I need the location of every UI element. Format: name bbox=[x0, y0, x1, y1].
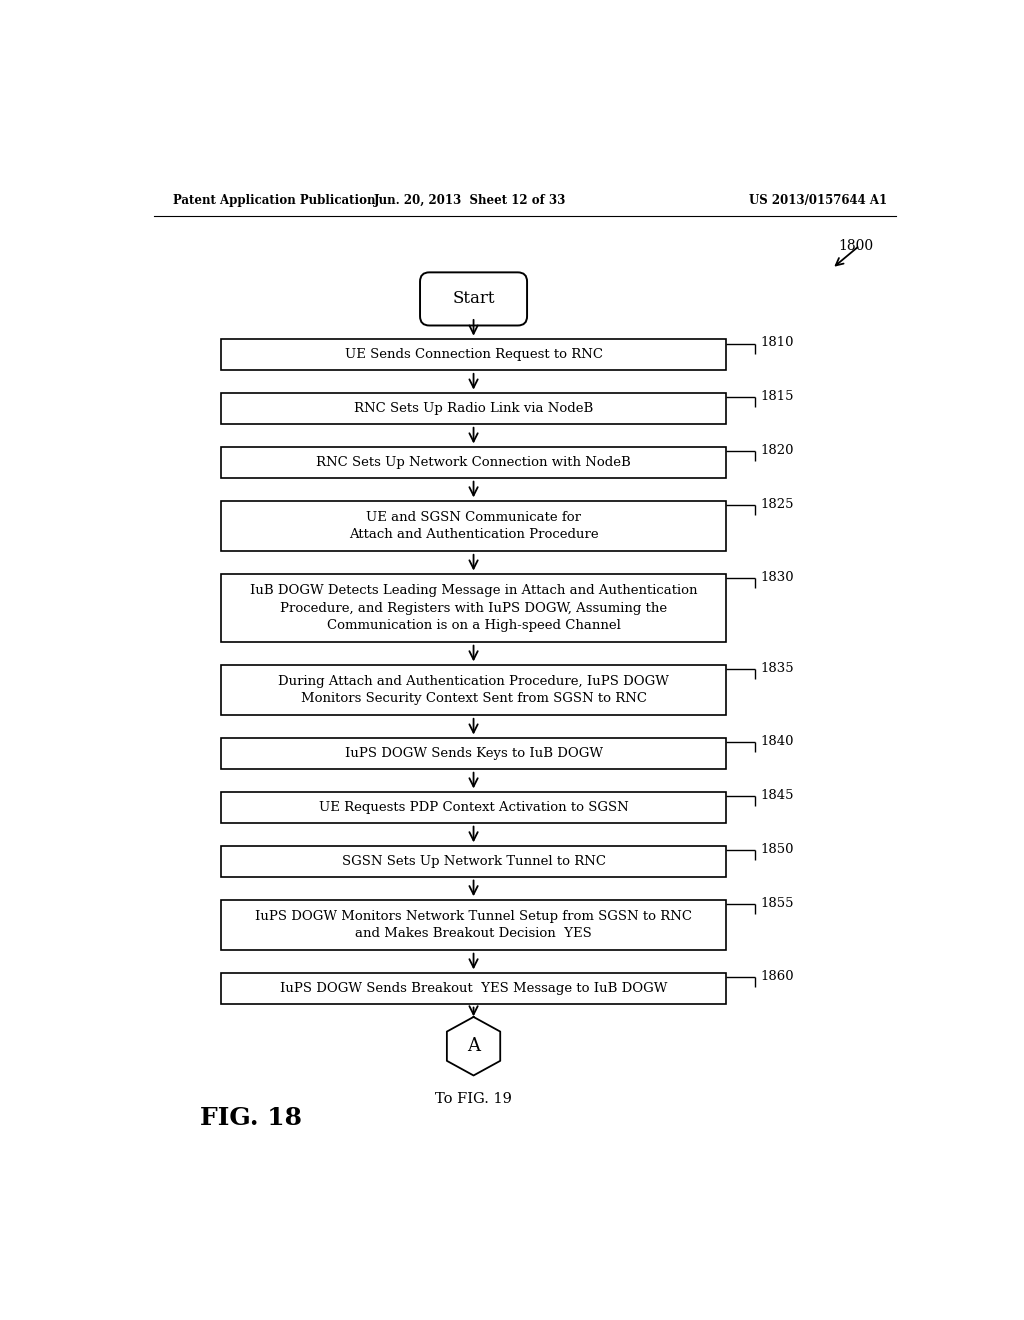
Text: A: A bbox=[467, 1038, 480, 1055]
Text: 1840: 1840 bbox=[761, 735, 794, 748]
Text: FIG. 18: FIG. 18 bbox=[200, 1106, 302, 1130]
Text: IuB DOGW Detects Leading Message in Attach and Authentication
Procedure, and Reg: IuB DOGW Detects Leading Message in Atta… bbox=[250, 583, 697, 632]
Text: IuPS DOGW Monitors Network Tunnel Setup from SGSN to RNC
and Makes Breakout Deci: IuPS DOGW Monitors Network Tunnel Setup … bbox=[255, 909, 692, 940]
Text: 1860: 1860 bbox=[761, 970, 795, 983]
FancyBboxPatch shape bbox=[221, 846, 726, 876]
Text: 1830: 1830 bbox=[761, 572, 795, 585]
FancyBboxPatch shape bbox=[420, 272, 527, 326]
Polygon shape bbox=[446, 1016, 500, 1076]
FancyBboxPatch shape bbox=[221, 665, 726, 715]
Text: During Attach and Authentication Procedure, IuPS DOGW
Monitors Security Context : During Attach and Authentication Procedu… bbox=[279, 675, 669, 705]
Text: Patent Application Publication: Patent Application Publication bbox=[173, 194, 376, 207]
FancyBboxPatch shape bbox=[221, 502, 726, 552]
Text: Jun. 20, 2013  Sheet 12 of 33: Jun. 20, 2013 Sheet 12 of 33 bbox=[374, 194, 566, 207]
FancyBboxPatch shape bbox=[221, 738, 726, 770]
Text: UE Requests PDP Context Activation to SGSN: UE Requests PDP Context Activation to SG… bbox=[318, 801, 629, 814]
Text: Start: Start bbox=[453, 290, 495, 308]
Text: To FIG. 19: To FIG. 19 bbox=[435, 1093, 512, 1106]
FancyBboxPatch shape bbox=[221, 574, 726, 642]
Text: 1810: 1810 bbox=[761, 337, 794, 350]
FancyBboxPatch shape bbox=[221, 393, 726, 424]
Text: SGSN Sets Up Network Tunnel to RNC: SGSN Sets Up Network Tunnel to RNC bbox=[342, 855, 605, 869]
Text: US 2013/0157644 A1: US 2013/0157644 A1 bbox=[750, 194, 888, 207]
FancyBboxPatch shape bbox=[221, 792, 726, 822]
Text: IuPS DOGW Sends Breakout  YES Message to IuB DOGW: IuPS DOGW Sends Breakout YES Message to … bbox=[280, 982, 668, 995]
Text: UE and SGSN Communicate for
Attach and Authentication Procedure: UE and SGSN Communicate for Attach and A… bbox=[349, 511, 598, 541]
FancyBboxPatch shape bbox=[221, 973, 726, 1003]
Text: 1825: 1825 bbox=[761, 498, 794, 511]
FancyBboxPatch shape bbox=[221, 339, 726, 370]
FancyBboxPatch shape bbox=[221, 447, 726, 478]
Text: 1850: 1850 bbox=[761, 843, 794, 855]
Text: 1845: 1845 bbox=[761, 789, 794, 803]
FancyBboxPatch shape bbox=[221, 900, 726, 950]
Text: 1815: 1815 bbox=[761, 391, 794, 403]
Text: RNC Sets Up Network Connection with NodeB: RNC Sets Up Network Connection with Node… bbox=[316, 455, 631, 469]
Text: 1855: 1855 bbox=[761, 896, 794, 909]
Text: RNC Sets Up Radio Link via NodeB: RNC Sets Up Radio Link via NodeB bbox=[354, 403, 593, 416]
Text: UE Sends Connection Request to RNC: UE Sends Connection Request to RNC bbox=[344, 348, 602, 362]
Text: 1800: 1800 bbox=[839, 239, 873, 253]
Text: 1835: 1835 bbox=[761, 663, 795, 675]
Text: IuPS DOGW Sends Keys to IuB DOGW: IuPS DOGW Sends Keys to IuB DOGW bbox=[344, 747, 602, 760]
Text: 1820: 1820 bbox=[761, 444, 794, 457]
